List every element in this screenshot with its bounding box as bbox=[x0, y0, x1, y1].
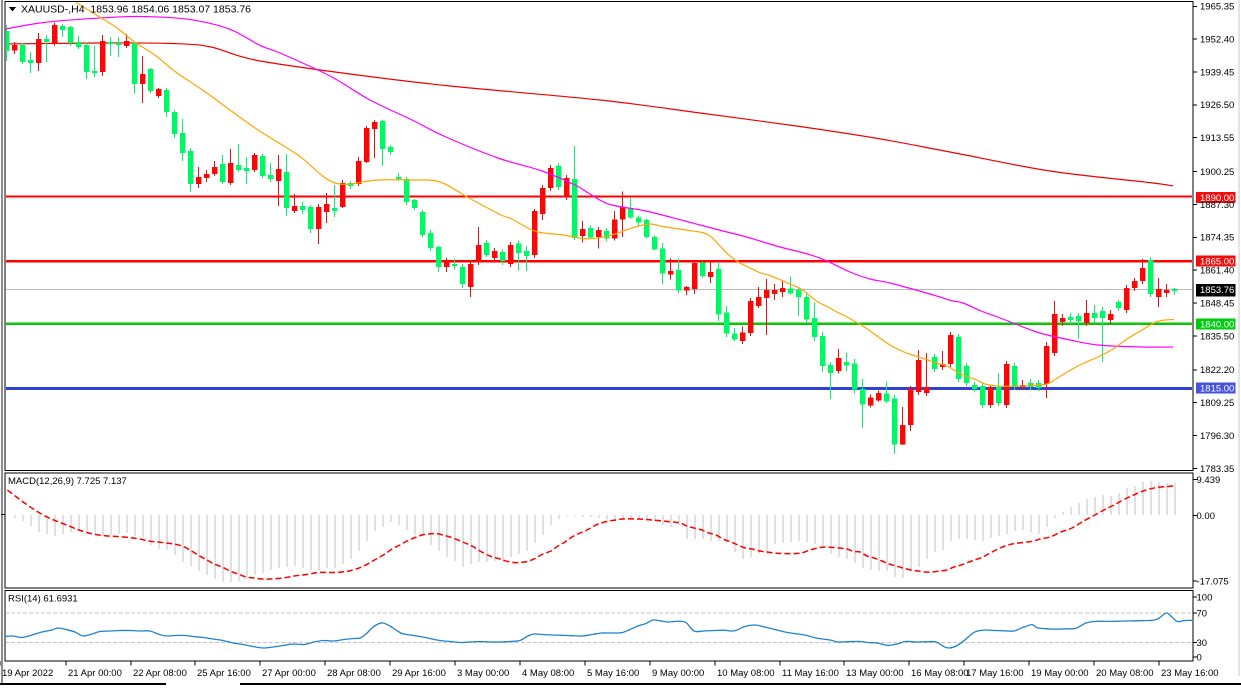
svg-text:9.439: 9.439 bbox=[1197, 475, 1221, 486]
svg-text:1926.50: 1926.50 bbox=[1200, 100, 1234, 111]
svg-text:21 Apr 00:00: 21 Apr 00:00 bbox=[68, 668, 122, 679]
svg-text:27 Apr 00:00: 27 Apr 00:00 bbox=[262, 668, 316, 679]
svg-text:1874.35: 1874.35 bbox=[1200, 233, 1234, 244]
svg-text:1952.40: 1952.40 bbox=[1200, 35, 1234, 46]
svg-text:3 May 00:00: 3 May 00:00 bbox=[457, 668, 509, 679]
svg-text:4 May 08:00: 4 May 08:00 bbox=[522, 668, 574, 679]
svg-text:1822.20: 1822.20 bbox=[1200, 365, 1234, 376]
svg-text:13 May 00:00: 13 May 00:00 bbox=[846, 668, 904, 679]
svg-text:1900.25: 1900.25 bbox=[1200, 167, 1234, 178]
svg-text:MACD(12,26,9) 7.725 7.137: MACD(12,26,9) 7.725 7.137 bbox=[8, 476, 127, 487]
svg-text:29 Apr 16:00: 29 Apr 16:00 bbox=[392, 668, 446, 679]
svg-text:1861.40: 1861.40 bbox=[1200, 266, 1234, 277]
svg-text:30: 30 bbox=[1197, 638, 1208, 649]
svg-text:1913.55: 1913.55 bbox=[1200, 133, 1234, 144]
svg-text:-17.075: -17.075 bbox=[1197, 576, 1229, 587]
svg-text:1890.00: 1890.00 bbox=[1200, 193, 1234, 204]
svg-text:25 Apr 16:00: 25 Apr 16:00 bbox=[197, 668, 251, 679]
svg-text:1809.25: 1809.25 bbox=[1200, 398, 1234, 409]
svg-text:XAUUSD-,H4 1853.96 1854.06 18: XAUUSD-,H4 1853.96 1854.06 1853.07 1853.… bbox=[21, 4, 251, 16]
svg-text:1865.00: 1865.00 bbox=[1200, 257, 1234, 268]
svg-text:1939.45: 1939.45 bbox=[1200, 67, 1234, 78]
svg-text:RSI(14) 61.6931: RSI(14) 61.6931 bbox=[8, 594, 78, 605]
svg-text:70: 70 bbox=[1197, 608, 1208, 619]
svg-text:0: 0 bbox=[1197, 652, 1202, 663]
svg-text:10 May 08:00: 10 May 08:00 bbox=[717, 668, 775, 679]
svg-text:1887.30: 1887.30 bbox=[1200, 200, 1234, 211]
svg-text:100: 100 bbox=[1197, 592, 1213, 603]
svg-text:17 May 16:00: 17 May 16:00 bbox=[966, 668, 1024, 679]
svg-text:20 May 08:00: 20 May 08:00 bbox=[1096, 668, 1154, 679]
svg-text:1848.45: 1848.45 bbox=[1200, 298, 1234, 309]
svg-text:1853.76: 1853.76 bbox=[1200, 285, 1234, 296]
svg-text:23 May 16:00: 23 May 16:00 bbox=[1161, 668, 1219, 679]
svg-text:1796.30: 1796.30 bbox=[1200, 431, 1234, 442]
svg-text:11 May 16:00: 11 May 16:00 bbox=[782, 668, 839, 679]
svg-text:22 Apr 08:00: 22 Apr 08:00 bbox=[133, 668, 187, 679]
svg-text:5 May 16:00: 5 May 16:00 bbox=[587, 668, 639, 679]
svg-text:1835.50: 1835.50 bbox=[1200, 331, 1234, 342]
svg-text:19 Apr 2022: 19 Apr 2022 bbox=[2, 668, 53, 679]
svg-text:19 May 00:00: 19 May 00:00 bbox=[1031, 668, 1089, 679]
svg-text:16 May 08:00: 16 May 08:00 bbox=[911, 668, 969, 679]
svg-text:1783.35: 1783.35 bbox=[1200, 464, 1234, 475]
svg-text:1965.35: 1965.35 bbox=[1200, 2, 1234, 13]
svg-text:9 May 00:00: 9 May 00:00 bbox=[652, 668, 704, 679]
svg-text:0.00: 0.00 bbox=[1197, 511, 1216, 522]
svg-text:1840.00: 1840.00 bbox=[1200, 320, 1234, 331]
svg-text:28 Apr 08:00: 28 Apr 08:00 bbox=[327, 668, 381, 679]
svg-text:1815.00: 1815.00 bbox=[1200, 384, 1234, 395]
